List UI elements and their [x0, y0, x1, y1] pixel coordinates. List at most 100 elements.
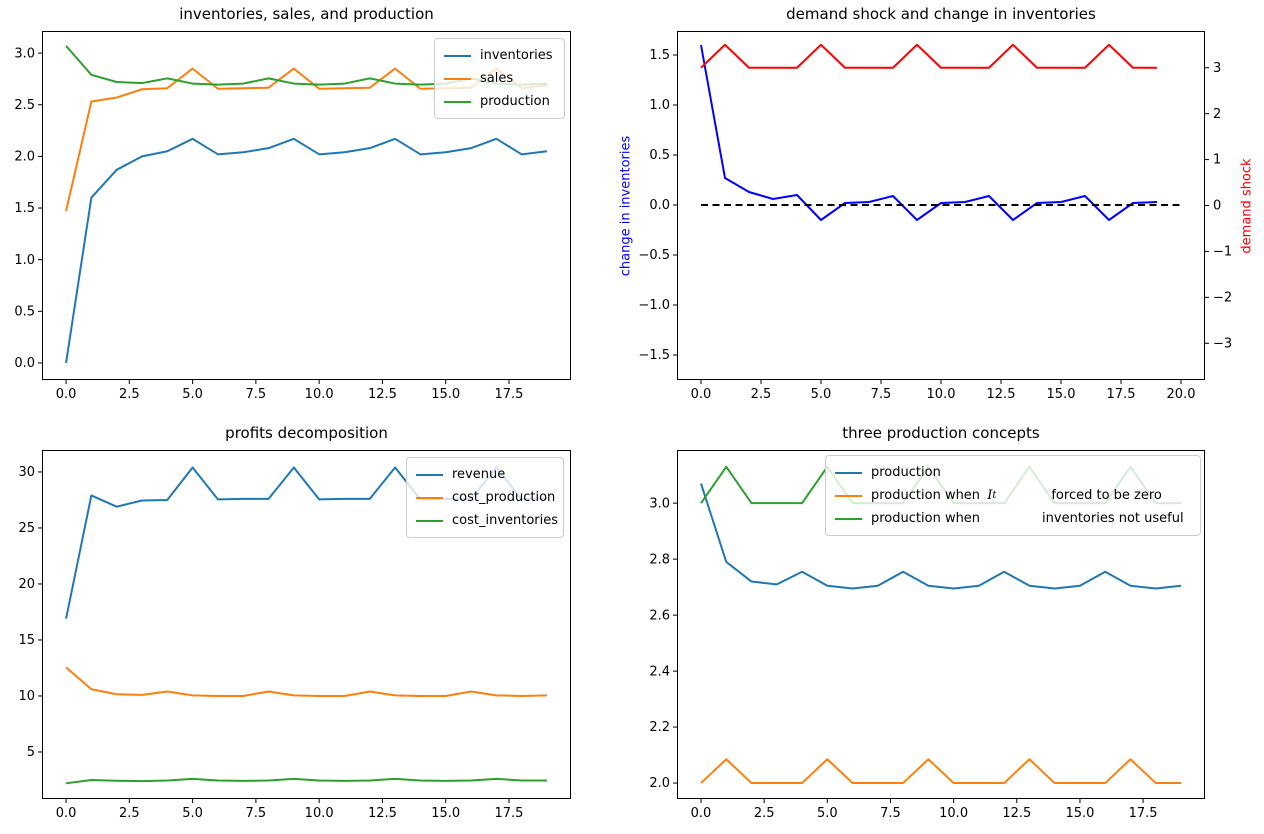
legend-item: revenue — [416, 463, 554, 486]
axes-spines — [677, 31, 1205, 380]
series-cost-inventories — [65, 777, 547, 785]
x-tick-label: 12.5 — [368, 806, 397, 821]
y-right-tick-label: 0 — [1213, 199, 1221, 214]
legend-item: cost_production — [416, 486, 556, 509]
y-tick-label: 20 — [18, 577, 35, 592]
x-tick-label: 5.0 — [811, 387, 832, 402]
legend-label: cost_inventories — [452, 513, 559, 528]
plot-area-demand-shock-change-in-inventories: 0.0 2.5 5.0 7.5 10.0 12.5 15.0 17.5 20.0−1.5−1.0… — [638, 31, 1232, 402]
x-tick-label: 7.5 — [880, 806, 901, 821]
x-tick-label: 10.0 — [305, 387, 334, 402]
x-tick-label: 15.0 — [1047, 387, 1076, 402]
x-tick-label: 12.5 — [368, 387, 397, 402]
x-tick-label: 15.0 — [431, 806, 460, 821]
legend-line-sample — [416, 496, 443, 499]
x-tick-label: 10.0 — [927, 387, 956, 402]
y-right-tick-label: −1 — [1213, 245, 1232, 260]
legend-item: sales — [444, 67, 555, 90]
x-tick-label: 10.0 — [305, 806, 334, 821]
y-tick-label: 0.0 — [14, 356, 35, 371]
y-tick-label: 10 — [18, 689, 35, 704]
y-tick-label: 1.5 — [649, 48, 670, 63]
y-tick-label: 30 — [18, 465, 35, 480]
x-tick-label: 7.5 — [871, 387, 892, 402]
y-tick-label: 3.0 — [14, 46, 35, 61]
y-tick-label: 2.0 — [649, 776, 670, 791]
legend-inventories-sales-production: inventories sales production — [434, 38, 565, 119]
x-tick-label: 10.0 — [939, 806, 968, 821]
y-tick-label: 5 — [27, 745, 35, 760]
y-tick-label: 2.6 — [649, 608, 670, 623]
x-tick-label: 5.0 — [182, 806, 203, 821]
x-tick-label: 0.0 — [56, 806, 77, 821]
x-tick-label: 15.0 — [1065, 806, 1094, 821]
y-right-tick-label: 2 — [1213, 107, 1221, 122]
y-tick-label: 1.5 — [14, 201, 35, 216]
legend-label: production when — [871, 511, 981, 526]
x-tick-label: 17.5 — [495, 387, 524, 402]
y-tick-label: −0.5 — [638, 248, 670, 263]
series-cost-production — [65, 666, 547, 697]
series-production — [700, 483, 1182, 590]
axes-spines — [42, 450, 571, 799]
y-axis-label-left: change in inventories — [618, 135, 634, 277]
axes-spines — [42, 31, 571, 380]
legend-line-sample — [835, 517, 862, 520]
y-right-tick-label: −3 — [1213, 336, 1232, 351]
legend-item: production when inventories not useful — [835, 507, 1191, 530]
legend-label: t — [992, 490, 997, 501]
legend-line-sample — [835, 494, 862, 497]
y-tick-label: 2.8 — [649, 552, 670, 567]
legend-item: production — [444, 90, 555, 113]
x-tick-label: 17.5 — [1107, 387, 1136, 402]
y-tick-label: 0.5 — [14, 304, 35, 319]
x-tick-label: 2.5 — [751, 387, 772, 402]
subplot-title: three production concepts — [842, 424, 1040, 442]
legend-profits-decomposition: revenue cost_production cost_inventories — [406, 457, 564, 538]
y-tick-label: 25 — [18, 521, 35, 536]
series-inventories — [65, 137, 548, 364]
x-tick-label: 17.5 — [495, 806, 524, 821]
legend-label: production — [480, 94, 550, 109]
y-tick-label: −1.0 — [638, 298, 670, 313]
series-production-when-i-t-forced-to-be-zero — [700, 758, 1181, 785]
x-tick-label: 7.5 — [246, 806, 267, 821]
y-right-tick-label: 1 — [1213, 153, 1221, 168]
legend-item: inventories — [444, 44, 555, 67]
x-tick-label: 0.0 — [691, 806, 712, 821]
legend-label: sales — [480, 71, 514, 86]
series-change-in-inventories — [700, 44, 1158, 221]
legend-item: cost_inventories — [416, 509, 558, 532]
legend-label: cost_production — [452, 490, 556, 505]
x-tick-label: 7.5 — [246, 387, 267, 402]
x-tick-label: 2.5 — [119, 806, 140, 821]
y-tick-label: −1.5 — [638, 348, 670, 363]
y-tick-label: 2.0 — [14, 150, 35, 165]
x-tick-label: 17.5 — [1129, 806, 1158, 821]
legend-label: revenue — [452, 467, 506, 482]
y-tick-label: 2.5 — [14, 98, 35, 113]
x-tick-label: 20.0 — [1167, 387, 1196, 402]
legend-line-sample — [444, 100, 471, 103]
legend-line-sample — [444, 54, 471, 57]
subplot-title: demand shock and change in inventories — [786, 5, 1096, 23]
x-tick-label: 0.0 — [56, 387, 77, 402]
legend-label: inventories not useful — [1042, 511, 1184, 526]
x-tick-label: 2.5 — [119, 387, 140, 402]
x-tick-label: 2.5 — [754, 806, 775, 821]
legend-line-sample — [416, 519, 443, 522]
y-tick-label: 1.0 — [649, 98, 670, 113]
subplot-title: inventories, sales, and production — [179, 5, 434, 23]
y-tick-label: 2.2 — [649, 720, 670, 735]
y-tick-label: 0.5 — [649, 148, 670, 163]
x-tick-label: 12.5 — [1002, 806, 1031, 821]
y-tick-label: 3.0 — [649, 496, 670, 511]
subplot-title: profits decomposition — [225, 424, 388, 442]
y-tick-label: 1.0 — [14, 253, 35, 268]
legend-line-sample — [835, 471, 862, 474]
legend-line-sample — [444, 77, 471, 80]
legend-line-sample — [416, 473, 443, 476]
